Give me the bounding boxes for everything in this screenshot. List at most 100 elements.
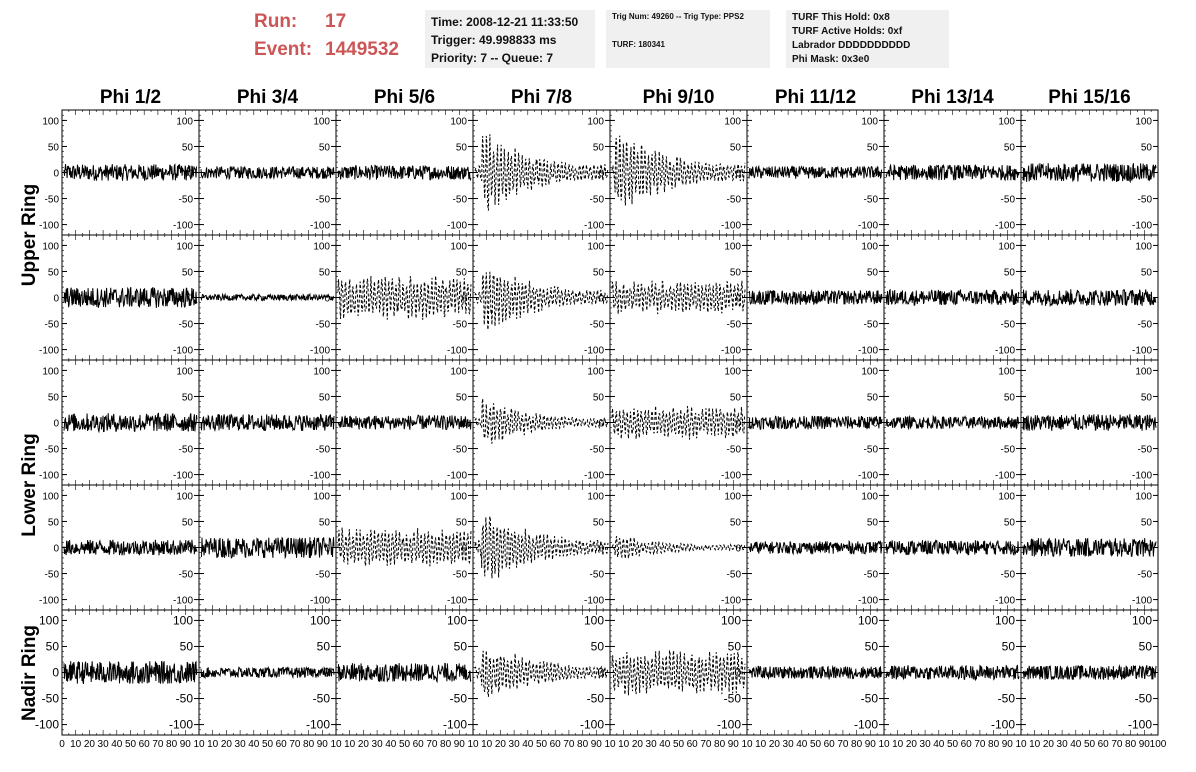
y-tick-label: 50: [1002, 639, 1016, 653]
panel-frame: [335, 234, 474, 361]
waveform-trace: [748, 289, 883, 305]
y-tick-label: -50: [1138, 195, 1153, 206]
y-tick-label: -50: [453, 445, 468, 456]
y-tick-label: -100: [173, 471, 193, 482]
waveform-trace: [63, 286, 198, 309]
y-tick-label: -50: [590, 570, 605, 581]
phi-mask-text: Phi Mask: 0x3e0: [792, 54, 870, 65]
y-tick-label: -100: [584, 221, 604, 232]
x-tick-label: 20: [769, 739, 781, 750]
waveform-trace: [748, 415, 883, 431]
y-tick-label: 100: [861, 241, 878, 252]
x-tick-label: 50: [810, 739, 822, 750]
y-tick-label: 0: [324, 294, 330, 305]
y-tick-label: -100: [995, 346, 1015, 357]
y-tick-label: 50: [456, 392, 468, 403]
y-tick-label: 50: [180, 639, 194, 653]
y-tick-label: 50: [867, 517, 879, 528]
y-tick-label: 50: [319, 267, 331, 278]
left-y-tick-label: 50: [46, 639, 60, 653]
waveform-trace: [337, 164, 472, 182]
column-header-8: Phi 15/16: [1048, 87, 1131, 108]
x-tick-label: 10: [207, 739, 219, 750]
y-tick-label: 50: [593, 142, 605, 153]
left-y-tick-label: 100: [42, 491, 59, 502]
y-tick-label: -100: [1132, 221, 1152, 232]
y-tick-label: 50: [1004, 267, 1016, 278]
y-tick-label: 50: [182, 517, 194, 528]
x-tick-label: 10: [618, 739, 630, 750]
x-tick-label: 50: [399, 739, 411, 750]
y-tick-label: 100: [1135, 241, 1152, 252]
y-tick-label: -100: [1132, 596, 1152, 607]
waveform-trace: [474, 650, 609, 697]
y-tick-label: 100: [450, 241, 467, 252]
x-tick-label: 40: [933, 739, 945, 750]
x-tick-label: 50: [1084, 739, 1096, 750]
x-tick-label: 80: [303, 739, 315, 750]
column-header-2: Phi 3/4: [236, 87, 299, 108]
left-y-tick-label: -100: [39, 221, 59, 232]
column-header-5: Phi 9/10: [642, 87, 715, 108]
y-tick-label: 50: [182, 267, 194, 278]
x-tick-label: 10: [1015, 739, 1027, 750]
x-tick-label: 40: [111, 739, 123, 750]
y-tick-label: 100: [998, 491, 1015, 502]
y-tick-label: 100: [313, 241, 330, 252]
waveform-trace: [1022, 162, 1157, 184]
y-tick-label: -100: [584, 471, 604, 482]
y-tick-label: -50: [864, 570, 879, 581]
x-tick-label: 10: [481, 739, 493, 750]
x-tick-label: 10: [604, 739, 616, 750]
y-tick-label: -100: [721, 596, 741, 607]
y-tick-label: 100: [1135, 491, 1152, 502]
y-tick-label: 100: [995, 613, 1015, 627]
y-tick-label: -100: [173, 346, 193, 357]
y-tick-label: -50: [864, 445, 879, 456]
y-tick-label: 0: [598, 419, 604, 430]
waveform-trace: [63, 412, 198, 434]
y-tick-label: 100: [998, 241, 1015, 252]
waveform-trace: [474, 271, 608, 330]
waveform-trace: [200, 292, 335, 302]
y-tick-label: -50: [727, 570, 742, 581]
run-label: Run:: [254, 11, 298, 32]
y-tick-label: -50: [313, 692, 331, 706]
x-tick-label: 50: [125, 739, 137, 750]
y-tick-label: -100: [721, 221, 741, 232]
y-tick-label: 0: [1008, 666, 1015, 680]
x-tick-label: 60: [687, 739, 699, 750]
y-tick-label: 0: [598, 544, 604, 555]
y-tick-label: 50: [1141, 267, 1153, 278]
y-tick-label: -100: [721, 471, 741, 482]
y-tick-label: 0: [598, 169, 604, 180]
waveform-trace: [885, 288, 1020, 306]
y-tick-label: 0: [187, 419, 193, 430]
left-y-tick-label: -50: [45, 195, 60, 206]
waveform-trace: [611, 135, 746, 206]
y-tick-label: 50: [593, 267, 605, 278]
y-tick-label: -50: [179, 320, 194, 331]
left-y-tick-label: 0: [53, 294, 59, 305]
y-tick-label: -100: [447, 221, 467, 232]
y-tick-label: 50: [182, 142, 194, 153]
x-tick-label: 80: [714, 739, 726, 750]
y-tick-label: 100: [447, 613, 467, 627]
y-tick-label: 50: [1004, 142, 1016, 153]
y-tick-label: 100: [861, 366, 878, 377]
y-tick-label: -100: [443, 718, 467, 732]
y-tick-label: 100: [173, 613, 193, 627]
waveform-trace: [885, 414, 1020, 431]
y-tick-label: -100: [858, 221, 878, 232]
waveform-trace: [63, 539, 198, 556]
y-tick-label: 0: [734, 666, 741, 680]
y-tick-label: 100: [998, 366, 1015, 377]
y-tick-label: -100: [580, 718, 604, 732]
y-tick-label: -100: [306, 718, 330, 732]
x-tick-label: 50: [947, 739, 959, 750]
x-tick-label: 10: [1029, 739, 1041, 750]
y-tick-label: -100: [995, 596, 1015, 607]
panel-frame: [335, 484, 474, 611]
y-tick-label: 50: [730, 142, 742, 153]
y-tick-label: 100: [721, 613, 741, 627]
